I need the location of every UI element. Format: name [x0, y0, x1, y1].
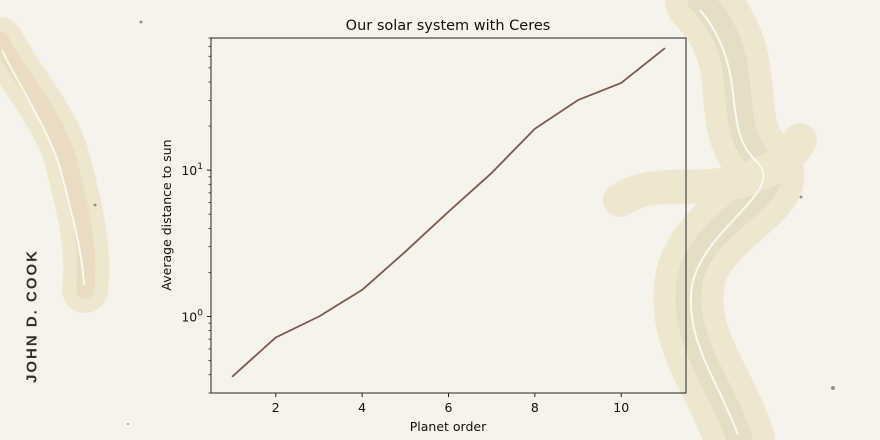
x-axis-ticks: 2 4 6 8 10	[272, 393, 629, 415]
x-tick-label: 10	[613, 400, 629, 415]
y-minor-ticks	[208, 37, 211, 394]
x-tick-label: 8	[531, 400, 539, 415]
x-tick-label: 6	[445, 400, 453, 415]
y-axis-ticks: 100 101	[181, 162, 211, 324]
x-tick-label: 2	[272, 400, 280, 415]
x-axis-label: Planet order	[410, 419, 487, 434]
y-tick-label: 101	[181, 162, 203, 178]
left-vein-decoration	[0, 17, 110, 313]
y-tick-label: 100	[181, 308, 203, 324]
y-axis-label: Average distance to sun	[159, 139, 174, 290]
series-line	[231, 47, 666, 378]
right-vein-decoration	[603, 0, 817, 440]
speckle-dots	[93, 20, 835, 425]
plot-frame	[210, 37, 687, 394]
x-tick-label: 4	[358, 400, 366, 415]
series-group	[231, 47, 666, 378]
chart-title: Our solar system with Ceres	[346, 18, 551, 34]
